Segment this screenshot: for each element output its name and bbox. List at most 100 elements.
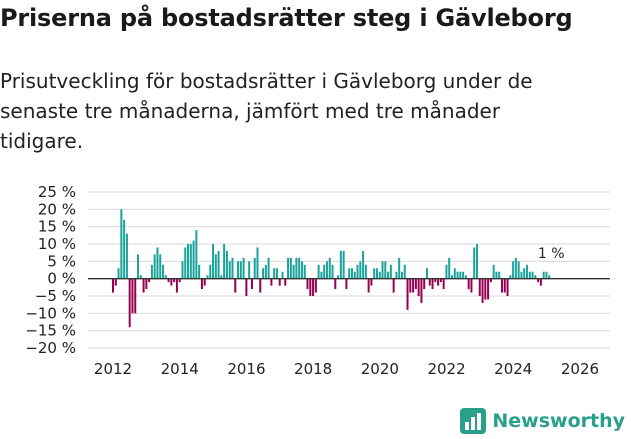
bar — [275, 268, 278, 279]
bar — [206, 275, 209, 279]
y-tick-label: −15 % — [25, 322, 76, 340]
bar — [250, 278, 253, 290]
bar — [273, 268, 276, 279]
bar — [303, 264, 306, 279]
bar — [462, 271, 465, 279]
bar — [395, 271, 398, 279]
bar — [501, 278, 503, 293]
bar — [506, 278, 509, 296]
y-tick-label: 0 % — [47, 270, 76, 288]
y-tick-label: 15 % — [38, 218, 76, 236]
bar — [384, 261, 387, 279]
bar — [523, 268, 526, 279]
bar — [137, 254, 140, 279]
bar — [125, 233, 128, 279]
bar — [317, 264, 320, 279]
bar — [189, 244, 192, 279]
bar — [381, 261, 384, 279]
bar — [345, 278, 348, 290]
x-tick-label: 2022 — [427, 360, 465, 378]
bar — [264, 264, 267, 279]
bar — [281, 271, 284, 279]
bar — [362, 250, 365, 279]
y-tick-label: 25 % — [38, 183, 76, 201]
bar — [359, 261, 362, 279]
bar — [262, 268, 265, 279]
bar — [364, 264, 367, 279]
bar — [123, 219, 126, 279]
bar — [178, 278, 181, 283]
bar — [409, 278, 412, 293]
bar — [306, 278, 309, 290]
bar — [159, 254, 162, 279]
bar — [367, 278, 370, 293]
bar — [539, 278, 542, 286]
bar — [209, 264, 212, 279]
bar — [356, 264, 359, 279]
bar — [192, 240, 195, 279]
bar — [434, 278, 437, 283]
bar — [439, 278, 442, 283]
bar — [473, 247, 476, 279]
bar — [425, 268, 428, 279]
bar — [148, 278, 151, 283]
bar — [231, 257, 234, 279]
bar — [392, 278, 395, 293]
bar — [475, 244, 478, 279]
bar — [542, 271, 545, 279]
bar — [342, 250, 345, 279]
bar — [120, 209, 123, 279]
bar — [478, 278, 481, 296]
bar — [337, 275, 340, 279]
bar — [325, 261, 328, 279]
bar — [412, 278, 415, 293]
bar — [450, 275, 453, 279]
bar — [287, 257, 290, 279]
bar — [448, 257, 451, 279]
bar — [164, 275, 167, 279]
bar — [156, 247, 159, 279]
bar — [328, 257, 331, 279]
bar — [375, 268, 378, 279]
x-tick-label: 2018 — [294, 360, 332, 378]
newsworthy-logo: Newsworthy — [460, 408, 625, 434]
bar — [387, 271, 390, 279]
bar — [320, 271, 323, 279]
bar — [431, 278, 434, 290]
bar — [464, 275, 467, 279]
bar — [184, 247, 187, 279]
bar — [456, 271, 459, 279]
y-tick-label: −5 % — [35, 287, 76, 305]
bar — [373, 268, 376, 279]
bar — [228, 261, 231, 279]
bar — [289, 257, 292, 279]
bar — [309, 278, 312, 296]
bar — [467, 278, 470, 290]
bar — [253, 257, 256, 279]
bar — [284, 278, 287, 286]
bar — [242, 257, 245, 279]
bar — [509, 275, 512, 279]
x-tick-label: 2016 — [227, 360, 265, 378]
bar — [212, 244, 215, 279]
bar — [437, 278, 440, 286]
bar — [537, 278, 540, 283]
bar — [217, 250, 220, 279]
y-tick-label: 20 % — [38, 200, 76, 218]
x-tick-label: 2024 — [494, 360, 532, 378]
bar — [270, 278, 273, 286]
bar — [528, 271, 531, 279]
bar — [175, 278, 178, 293]
bar — [531, 271, 534, 279]
bar — [459, 271, 462, 279]
data-label: 1 % — [538, 246, 565, 262]
bar — [312, 278, 315, 296]
bar — [198, 264, 201, 279]
bar — [350, 268, 353, 279]
chart-subtitle: Prisutveckling för bostadsrätter i Gävle… — [0, 69, 533, 153]
bar — [162, 264, 165, 279]
bar — [323, 264, 326, 279]
bar — [298, 257, 301, 279]
bar — [131, 278, 134, 314]
bar — [300, 261, 303, 279]
